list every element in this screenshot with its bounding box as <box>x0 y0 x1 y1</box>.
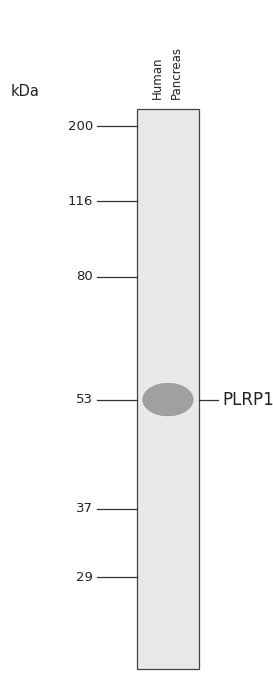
Text: 80: 80 <box>76 270 93 283</box>
Text: Human: Human <box>150 57 164 99</box>
FancyBboxPatch shape <box>136 109 199 669</box>
Text: 53: 53 <box>76 393 93 406</box>
Text: 37: 37 <box>76 502 93 516</box>
Text: 200: 200 <box>68 120 93 133</box>
Text: 29: 29 <box>76 570 93 584</box>
Ellipse shape <box>143 383 193 416</box>
Text: Pancreas: Pancreas <box>170 46 183 99</box>
Text: kDa: kDa <box>11 84 40 99</box>
Text: PLRP1: PLRP1 <box>222 391 273 408</box>
Text: 116: 116 <box>67 195 93 208</box>
